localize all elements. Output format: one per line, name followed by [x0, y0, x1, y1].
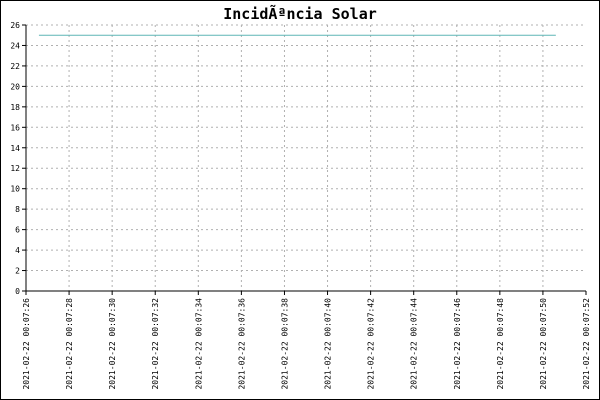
y-tick-label: 12 — [10, 164, 20, 173]
y-tick-label: 14 — [10, 144, 20, 153]
x-tick-label: 2021-02-22 00:07:48 — [496, 298, 505, 390]
y-tick-label: 6 — [15, 226, 20, 235]
x-tick-label: 2021-02-22 00:07:40 — [324, 298, 333, 390]
x-tick-label: 2021-02-22 00:07:44 — [410, 298, 419, 390]
x-axis-ticks: 2021-02-22 00:07:26 2021-02-22 00:07:28 20… — [22, 291, 591, 390]
x-tick-label: 2021-02-22 00:07:34 — [194, 298, 203, 390]
y-tick-label: 0 — [15, 287, 20, 296]
x-tick-label: 2021-02-22 00:07:52 — [582, 298, 591, 390]
y-tick-label: 26 — [10, 21, 20, 30]
x-tick-label: 2021-02-22 00:07:26 — [22, 298, 31, 390]
y-tick-label: 16 — [10, 123, 20, 132]
y-tick-label: 2 — [15, 267, 20, 276]
x-tick-label: 2021-02-22 00:07:38 — [280, 298, 289, 390]
axes — [25, 25, 586, 292]
y-tick-label: 24 — [10, 41, 20, 50]
y-tick-label: 20 — [10, 82, 20, 91]
x-tick-label: 2021-02-22 00:07:42 — [367, 298, 376, 390]
x-tick-label: 2021-02-22 00:07:32 — [151, 298, 160, 390]
y-tick-label: 8 — [15, 205, 20, 214]
x-tick-label: 2021-02-22 00:07:36 — [237, 298, 246, 390]
chart-title: IncidÃªncia Solar — [223, 4, 377, 23]
y-tick-label: 10 — [10, 185, 20, 194]
x-tick-label: 2021-02-22 00:07:46 — [453, 298, 462, 390]
x-tick-label: 2021-02-22 00:07:30 — [108, 298, 117, 390]
y-tick-label: 18 — [10, 103, 20, 112]
grid — [26, 24, 586, 291]
y-tick-label: 22 — [10, 62, 20, 71]
y-tick-label: 4 — [15, 246, 20, 255]
x-tick-label: 2021-02-22 00:07:50 — [539, 298, 548, 390]
x-tick-label: 2021-02-22 00:07:28 — [65, 298, 74, 390]
